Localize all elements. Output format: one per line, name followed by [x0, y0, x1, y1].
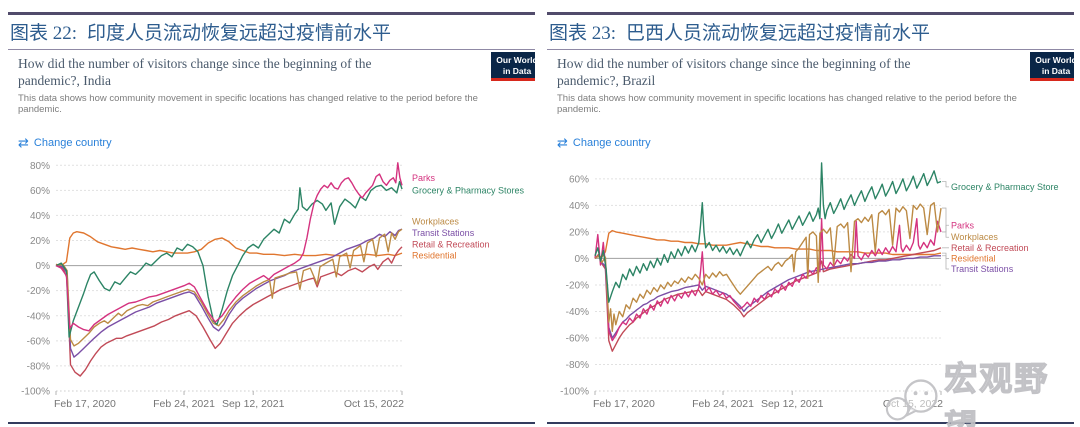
legend-connector — [942, 224, 949, 233]
y-tick-label: 20% — [30, 236, 50, 247]
exchange-arrows-icon: ⇄ — [18, 135, 29, 150]
y-tick-label: 60% — [30, 186, 50, 197]
figure-header-india: 图表 22: 印度人员流动恢复远超过疫情前水平 — [8, 12, 535, 50]
source-note: 资料来源： Our World in Data， 太平洋证券研究院 — [547, 422, 1074, 427]
owid-logo-line2: in Data — [502, 65, 532, 76]
figure-title: 巴西人员流动恢复远超过疫情前水平 — [626, 23, 931, 44]
series-transit-stations — [55, 228, 403, 358]
series-workplaces — [594, 202, 942, 333]
y-tick-label: 80% — [30, 161, 50, 172]
legend-label: Residential — [412, 251, 457, 261]
y-tick-label: -60% — [566, 333, 589, 344]
owid-header-brazil: How did the number of visitors change si… — [547, 50, 1074, 127]
y-tick-label: 40% — [569, 201, 589, 212]
legend-label: Retail & Recreation — [412, 239, 490, 249]
legend-label: Grocery & Pharmacy Store — [951, 182, 1059, 192]
y-tick-label: -100% — [560, 387, 589, 398]
owid-logo: Our World in Data — [491, 52, 535, 82]
watermark-text: 宏观野望 — [944, 359, 1050, 427]
legend-connector — [942, 207, 949, 238]
figure-header-brazil: 图表 23: 巴西人员流动恢复远超过疫情前水平 — [547, 12, 1074, 50]
panel-india: 图表 22: 印度人员流动恢复远超过疫情前水平 How did the numb… — [8, 12, 535, 427]
series-parks — [55, 162, 403, 332]
y-tick-label: 0% — [36, 261, 51, 272]
legend-label: Parks — [951, 220, 975, 230]
owid-logo: Our World in Data — [1030, 52, 1074, 82]
series-transit-stations — [594, 255, 941, 339]
y-tick-label: 60% — [569, 174, 589, 185]
owid-logo-line1: Our World — [496, 55, 535, 65]
figure-label: 图表 22: — [10, 23, 78, 44]
owid-title-line1: How did the number of visitors change si… — [18, 56, 372, 71]
owid-title-line2: pandemic?, India — [18, 73, 111, 89]
owid-logo-line1: Our World — [1035, 55, 1074, 65]
series-retail-recreation — [55, 246, 403, 377]
y-tick-label: 20% — [569, 227, 589, 238]
legend-label: Transit Stations — [951, 264, 1014, 274]
x-tick-label: Feb 17, 2020 — [54, 398, 116, 410]
owid-chart-title: How did the number of visitors change si… — [557, 55, 997, 90]
owid-title-line1: How did the number of visitors change si… — [557, 56, 911, 71]
y-tick-label: 40% — [30, 211, 50, 222]
source-note: 资料来源： Our World in Data， 太平洋证券研究院 — [8, 422, 535, 427]
chart-area-india: 80% 60% 40% 20% 0% -20% -40% -60% -80% -100% Feb 1… — [8, 151, 535, 418]
y-tick-label: -20% — [27, 286, 50, 297]
exchange-arrows-icon: ⇄ — [557, 135, 568, 150]
series-workplaces — [55, 228, 403, 347]
figure-label: 图表 23: — [549, 23, 617, 44]
legend-label: Workplaces — [412, 217, 459, 227]
change-country-link[interactable]: ⇄ Change country — [18, 135, 535, 150]
y-tick-label: -40% — [27, 311, 50, 322]
legend-connector — [942, 181, 949, 188]
legend-label: Residential — [951, 253, 996, 263]
wechat-watermark: 宏观野望 — [884, 352, 1080, 427]
series-residential — [594, 229, 942, 259]
legend-label: Retail & Recreation — [951, 243, 1029, 253]
y-tick-label: -80% — [27, 361, 50, 372]
owid-chart-subtitle: This data shows how community movement i… — [557, 92, 1017, 115]
figure-title: 印度人员流动恢复远超过疫情前水平 — [87, 23, 392, 44]
y-tick-label: -80% — [566, 360, 589, 371]
legend-label: Workplaces — [951, 232, 998, 242]
legend-label: Parks — [412, 173, 436, 183]
owid-header-india: How did the number of visitors change si… — [8, 50, 535, 127]
figure-title-row: 图表 22: 印度人员流动恢复远超过疫情前水平 — [10, 18, 533, 45]
change-country-label: Change country — [572, 137, 651, 149]
owid-chart-title: How did the number of visitors change si… — [18, 55, 458, 90]
legend-label: Transit Stations — [412, 228, 475, 238]
x-tick-label: Feb 24, 2021 — [692, 398, 754, 410]
y-tick-label: -20% — [566, 280, 589, 291]
legend-connector — [942, 255, 949, 270]
y-tick-label: -100% — [21, 387, 50, 398]
x-tick-label: Sep 12, 2021 — [222, 398, 285, 410]
wechat-icon — [885, 379, 938, 421]
x-tick-label: Oct 15, 2022 — [344, 398, 404, 410]
series-residential — [55, 230, 403, 267]
series-grocery-pharmacy-store — [594, 162, 942, 303]
series-retail-recreation — [594, 247, 942, 352]
change-country-link[interactable]: ⇄ Change country — [557, 135, 1074, 150]
change-country-label: Change country — [33, 137, 112, 149]
owid-title-line2: pandemic?, Brazil — [557, 73, 656, 89]
y-tick-label: 0% — [575, 254, 590, 265]
x-tick-label: Sep 12, 2021 — [761, 398, 824, 410]
y-tick-label: -40% — [566, 307, 589, 318]
series-parks — [594, 217, 942, 342]
mobility-line-chart-india: 80% 60% 40% 20% 0% -20% -40% -60% -80% -100% Feb 1… — [21, 161, 525, 410]
figure-title-row: 图表 23: 巴西人员流动恢复远超过疫情前水平 — [549, 18, 1072, 45]
owid-logo-line2: in Data — [1041, 65, 1071, 76]
x-tick-label: Feb 17, 2020 — [593, 398, 655, 410]
owid-chart-subtitle: This data shows how community movement i… — [18, 92, 478, 115]
y-tick-label: -60% — [27, 336, 50, 347]
x-tick-label: Feb 24, 2021 — [153, 398, 215, 410]
legend-label: Grocery & Pharmacy Stores — [412, 185, 525, 195]
series-grocery-pharmacy-stores — [55, 180, 403, 338]
